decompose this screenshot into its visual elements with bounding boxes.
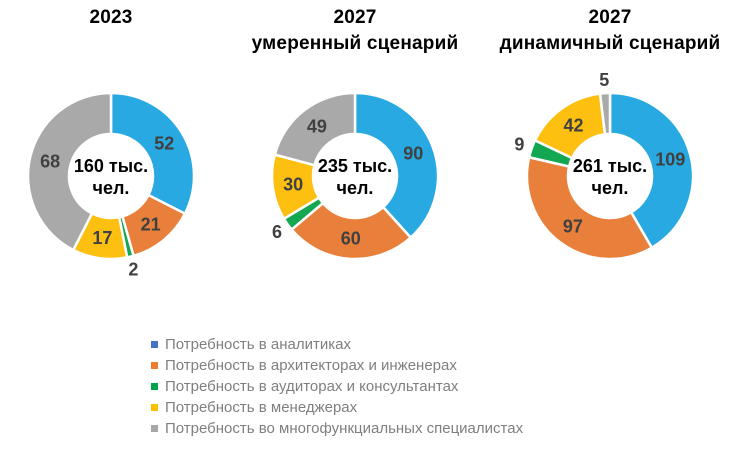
segment-value-label-0: 52 (154, 133, 174, 153)
donut-segment-1 (290, 201, 412, 261)
chart-title-line: умеренный сценарий (251, 33, 459, 54)
legend-label: Потребность в менеджерах (165, 399, 358, 416)
chart-2027-dynamic: 2027 динамичный сценарий 109 97 9 42 5 261 т… (495, 0, 725, 300)
donut-segment-0 (608, 91, 695, 249)
donut-segment-0 (109, 91, 196, 215)
segment-value-label-4: 5 (599, 70, 609, 90)
chart-legend: Потребность в аналитиках Потребность в ар… (151, 334, 523, 439)
chart-title-line: динамичный сценарий (499, 33, 721, 54)
center-label-line: чел. (92, 178, 130, 198)
segment-value-label-2: 2 (128, 259, 138, 279)
legend-label: Потребность в аналитиках (165, 336, 351, 353)
segment-value-label-4: 68 (40, 151, 60, 171)
donut-svg-2027-dynamic: 109 97 9 42 5 (514, 70, 695, 261)
legend-marker-icon (151, 362, 158, 369)
segment-value-label-2: 6 (272, 222, 282, 242)
center-label-line: 235 тыс. (317, 156, 393, 176)
donut-segment-1 (525, 156, 654, 261)
chart-title-line: 2027 (588, 7, 632, 28)
legend-item-4: Потребность во многофункциальных специал… (151, 418, 523, 439)
donut-segment-4 (26, 91, 113, 252)
legend-item-2: Потребность в аудиторах и консультантах (151, 376, 523, 397)
legend-marker-icon (151, 425, 158, 432)
legend-item-0: Потребность в аналитиках (151, 334, 523, 355)
chart-2027-moderate: 2027 умеренный сценарий 90 60 6 30 49 235 ты… (240, 0, 470, 300)
donut-segment-4 (598, 91, 612, 136)
legend-marker-icon (151, 404, 158, 411)
legend-marker-icon (151, 383, 158, 390)
center-label-line: чел. (591, 178, 629, 198)
segment-value-label-3: 30 (283, 175, 303, 195)
donut-segment-0 (353, 91, 440, 239)
chart-title-2027-dynamic: 2027 динамичный сценарий (495, 5, 725, 57)
legend-item-3: Потребность в менеджерах (151, 397, 523, 418)
center-label-line: чел. (336, 178, 374, 198)
segment-value-label-3: 17 (92, 228, 112, 248)
legend-label: Потребность в аудиторах и консультантах (165, 378, 459, 395)
segment-value-label-1: 60 (341, 228, 361, 248)
donut-segment-4 (273, 91, 357, 167)
chart-title-2027-moderate: 2027 умеренный сценарий (240, 5, 470, 57)
segment-value-label-1: 97 (563, 216, 583, 236)
legend-label: Потребность в архитекторах и инженерах (165, 357, 457, 374)
segment-value-label-0: 90 (403, 144, 423, 164)
donut-center-label-2027-dynamic: 261 тыс. чел. (573, 155, 647, 199)
chart-title-2023: 2023 (0, 5, 226, 31)
segment-value-label-4: 49 (307, 116, 327, 136)
legend-label: Потребность во многофункциальных специал… (165, 420, 524, 437)
donut-center-label-2023: 160 тыс. чел. (74, 155, 148, 199)
center-label-line: 160 тыс. (73, 156, 149, 176)
center-label-line: 261 тыс. (572, 156, 648, 176)
segment-value-label-1: 21 (141, 214, 161, 234)
segment-value-label-2: 9 (514, 134, 524, 154)
chart-2023: 2023 52 21 2 17 68 160 тыс. чел. (0, 0, 226, 300)
chart-title-line: 2023 (89, 7, 133, 28)
chart-title-line: 2027 (333, 7, 377, 28)
segment-value-label-0: 109 (655, 150, 685, 170)
legend-marker-icon (151, 341, 158, 348)
donut-center-label-2027-moderate: 235 тыс. чел. (318, 155, 392, 199)
donut-svg-2023: 52 21 2 17 68 (26, 91, 196, 279)
segment-value-label-3: 42 (563, 115, 583, 135)
donut-svg-2027-moderate: 90 60 6 30 49 (270, 91, 440, 261)
legend-item-1: Потребность в архитекторах и инженерах (151, 355, 523, 376)
